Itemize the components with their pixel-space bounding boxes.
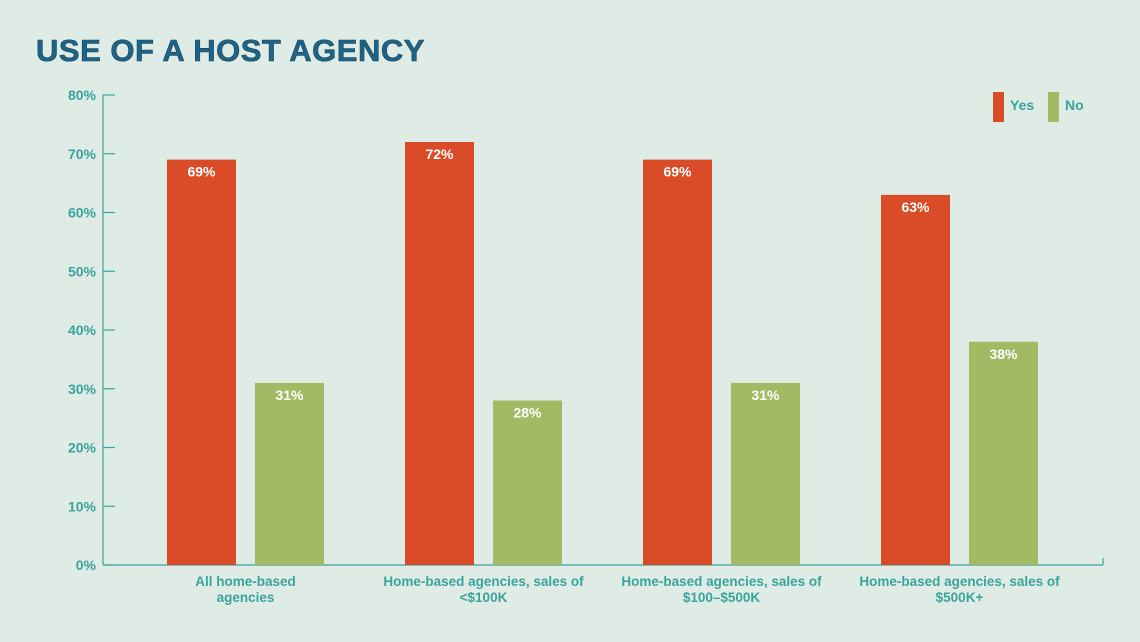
bar-no [255, 382, 324, 565]
x-tick-label: $100–$500K [683, 590, 761, 605]
data-label: 38% [989, 346, 1018, 362]
y-tick-label: 60% [68, 205, 97, 221]
data-label: 28% [513, 405, 542, 421]
y-tick-label: 10% [68, 498, 97, 514]
y-tick-label: 80% [68, 87, 97, 103]
data-label: 72% [425, 146, 454, 162]
bar-no [731, 382, 800, 565]
x-tick-label: Home-based agencies, sales of [859, 574, 1060, 589]
x-tick-label: agencies [217, 590, 275, 605]
x-tick-label: $500K+ [936, 590, 984, 605]
data-label: 63% [901, 199, 930, 215]
data-label: 31% [275, 387, 304, 403]
data-label: 69% [663, 164, 692, 180]
y-tick-label: 0% [76, 557, 97, 573]
x-tick-label: <$100K [460, 590, 508, 605]
y-tick-label: 40% [68, 322, 97, 338]
legend-swatch-yes [993, 92, 1004, 122]
y-tick-label: 70% [68, 146, 97, 162]
x-tick-label: Home-based agencies, sales of [621, 574, 822, 589]
chart-title: USE OF A HOST AGENCY [36, 33, 425, 68]
bar-no [493, 400, 562, 565]
legend-label-yes: Yes [1010, 97, 1034, 113]
bar-yes [643, 159, 712, 565]
x-tick-label: All home-based [195, 574, 296, 589]
bar-yes [167, 159, 236, 565]
bar-yes [881, 194, 950, 565]
chart-bars: 69% 31% 72% 28% 69% 31% 63% 38% [167, 142, 1038, 565]
data-label: 69% [187, 164, 216, 180]
y-tick-label: 30% [68, 381, 97, 397]
bar-no [969, 341, 1038, 565]
data-label: 31% [751, 387, 780, 403]
chart-legend: Yes No [993, 92, 1084, 122]
bar-yes [405, 142, 474, 565]
y-tick-label: 50% [68, 263, 97, 279]
y-tick-label: 20% [68, 440, 97, 456]
x-tick-label: Home-based agencies, sales of [383, 574, 584, 589]
legend-swatch-no [1048, 92, 1059, 122]
legend-label-no: No [1065, 97, 1084, 113]
